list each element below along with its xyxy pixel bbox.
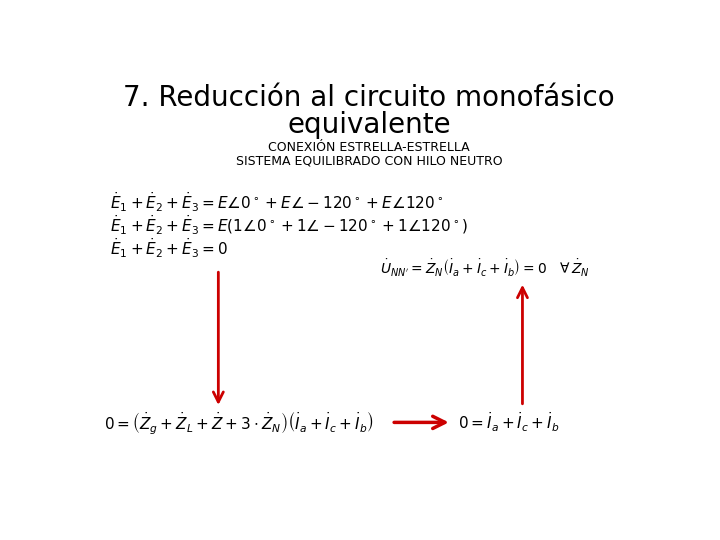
Text: $\dot{U}_{NN'} = \dot{Z}_N\left(\dot{I}_a + \dot{I}_c + \dot{I}_b\right) = 0 \qu: $\dot{U}_{NN'} = \dot{Z}_N\left(\dot{I}_… <box>380 258 590 279</box>
Text: $\dot{E}_1 + \dot{E}_2 + \dot{E}_3 = E\left(1\angle 0^\circ + 1\angle -120^\circ: $\dot{E}_1 + \dot{E}_2 + \dot{E}_3 = E\l… <box>109 213 467 237</box>
Text: $0 = \left(\dot{Z}_g + \dot{Z}_L + \dot{Z} + 3\cdot\dot{Z}_N\right)\left(\dot{I}: $0 = \left(\dot{Z}_g + \dot{Z}_L + \dot{… <box>104 409 374 436</box>
Text: equivalente: equivalente <box>287 111 451 139</box>
Text: 7. Reducción al circuito monofásico: 7. Reducción al circuito monofásico <box>123 84 615 112</box>
Text: $\dot{E}_1 + \dot{E}_2 + \dot{E}_3 = 0$: $\dot{E}_1 + \dot{E}_2 + \dot{E}_3 = 0$ <box>109 237 228 260</box>
Text: SISTEMA EQUILIBRADO CON HILO NEUTRO: SISTEMA EQUILIBRADO CON HILO NEUTRO <box>235 155 503 168</box>
Text: CONEXIÓN ESTRELLA-ESTRELLA: CONEXIÓN ESTRELLA-ESTRELLA <box>268 141 470 154</box>
Text: $0 = \dot{I}_a + \dot{I}_c + \dot{I}_b$: $0 = \dot{I}_a + \dot{I}_c + \dot{I}_b$ <box>459 410 559 434</box>
Text: $\dot{E}_1 + \dot{E}_2 + \dot{E}_3 = E\angle 0^\circ + E\angle -120^\circ + E\an: $\dot{E}_1 + \dot{E}_2 + \dot{E}_3 = E\a… <box>109 190 443 214</box>
